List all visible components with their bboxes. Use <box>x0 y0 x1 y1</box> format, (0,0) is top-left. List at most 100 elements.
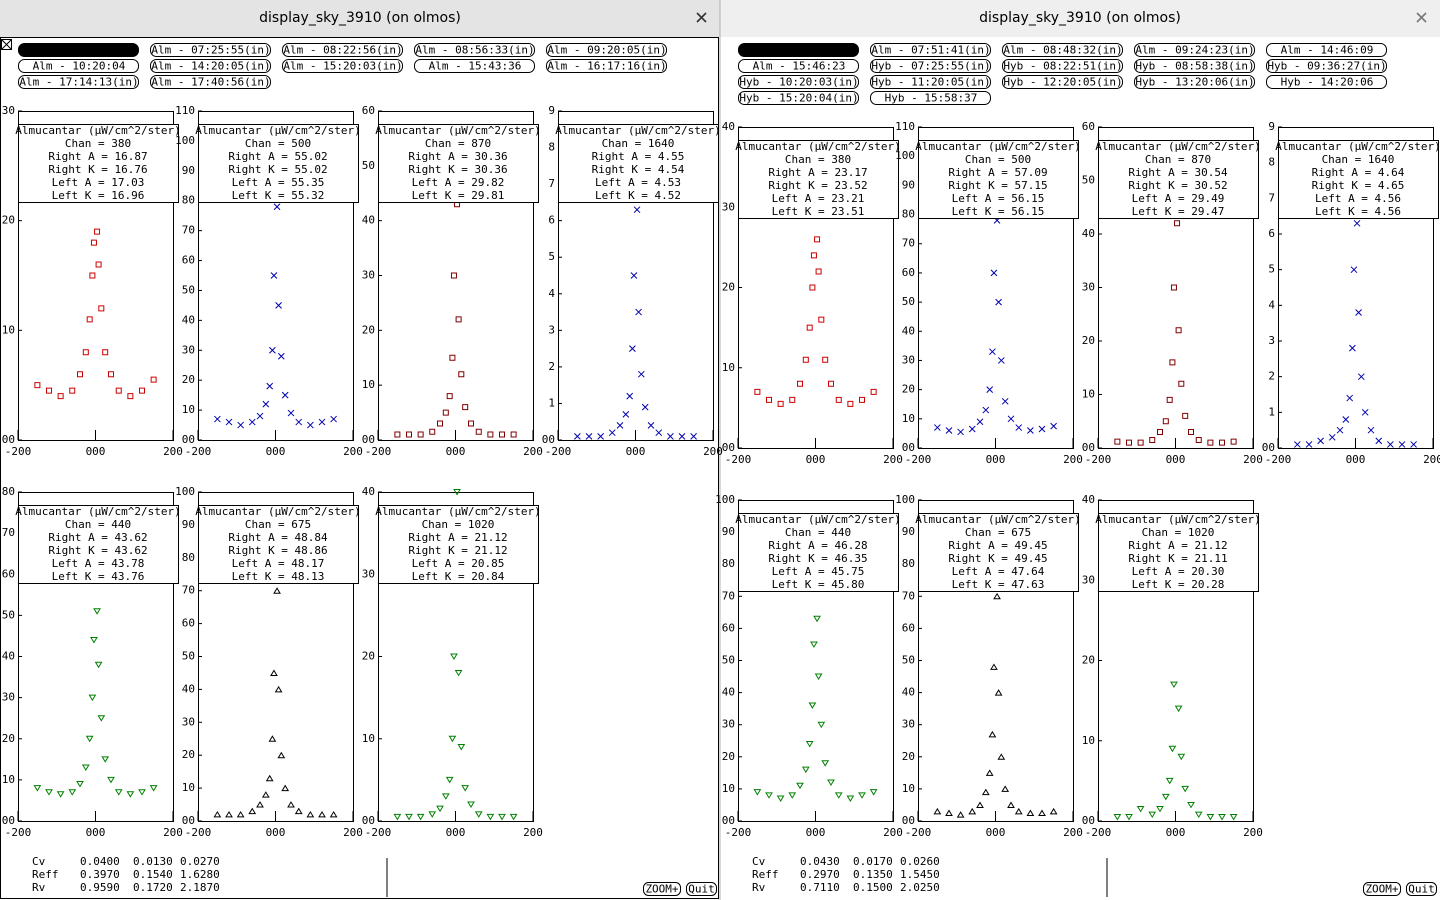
time-button-label[interactable]: Alm - 08:48:32(in) <box>1003 44 1122 57</box>
time-button-label[interactable]: Alm - 10:20:04 <box>33 60 126 73</box>
time-button-label[interactable]: Alm - 07:51:41(in) <box>871 44 990 57</box>
time-button-label[interactable]: Hyb - 13:20:06(in) <box>1135 76 1254 89</box>
time-button-label[interactable]: Alm - 07:00:52(in) <box>739 44 858 57</box>
y-tick-label: 60 <box>722 621 735 634</box>
time-button-label[interactable]: Alm - 14:20:05(in) <box>151 60 270 73</box>
data-point <box>796 782 804 790</box>
data-point <box>93 608 101 615</box>
time-button[interactable] <box>1002 59 1123 73</box>
data-point <box>827 779 835 786</box>
y-tick-label: 6 <box>1268 227 1275 240</box>
time-button[interactable] <box>870 59 991 73</box>
data-point <box>655 429 663 437</box>
time-button[interactable] <box>1266 75 1387 89</box>
time-button[interactable] <box>414 59 535 73</box>
time-button-label[interactable]: Hyb - 10:20:03(in) <box>739 76 858 89</box>
control-button-label[interactable]: Quit <box>688 883 715 896</box>
x-tick-label: 200 <box>163 445 183 458</box>
time-button[interactable] <box>150 59 271 73</box>
time-button[interactable] <box>150 75 271 89</box>
time-button[interactable] <box>282 59 403 73</box>
control-button-label[interactable]: ZOOM+ <box>1365 883 1398 896</box>
data-point <box>1026 809 1035 816</box>
time-button[interactable] <box>18 43 139 57</box>
time-button[interactable] <box>1134 59 1255 73</box>
time-button[interactable] <box>150 43 271 57</box>
data-point <box>1207 439 1214 446</box>
data-point <box>995 298 1002 306</box>
time-button-label[interactable]: Alm - 09:20:05(in) <box>547 44 666 57</box>
time-button[interactable] <box>546 59 667 73</box>
data-point <box>1188 428 1194 435</box>
data-point <box>1038 809 1046 816</box>
time-button[interactable] <box>1266 59 1387 73</box>
time-button[interactable] <box>18 59 139 73</box>
time-button-label[interactable]: Hyb - 08:22:51(in) <box>1003 60 1122 73</box>
time-button[interactable] <box>738 91 859 105</box>
y-tick-label: 10 <box>362 378 375 391</box>
control-button[interactable] <box>643 882 681 896</box>
info-box <box>738 513 899 592</box>
time-button-label[interactable]: Alm - 08:22:56(in) <box>283 44 402 57</box>
info-stat: Left A = 55.35 <box>232 176 325 189</box>
info-stat: Chan = 500 <box>965 153 1031 166</box>
time-button[interactable] <box>870 75 991 89</box>
time-button[interactable] <box>414 43 535 57</box>
time-button-label[interactable]: Hyb - 15:20:04(in) <box>739 92 858 105</box>
time-button-label[interactable]: Alm - 07:25:55(in) <box>151 44 270 57</box>
x-tick-label: 200 <box>1063 453 1083 466</box>
info-stat: Right K = 48.86 <box>228 544 327 557</box>
data-point <box>33 785 42 792</box>
time-button[interactable] <box>282 43 403 57</box>
data-point <box>934 424 941 431</box>
time-button-label[interactable]: Alm - 16:17:16(in) <box>547 60 666 73</box>
time-button-label[interactable]: Alm - 15:20:03(in) <box>283 60 402 73</box>
control-button[interactable] <box>1363 882 1401 896</box>
time-button[interactable] <box>738 43 859 57</box>
time-button[interactable] <box>1002 43 1123 57</box>
time-button-label[interactable]: Alm - 06:59:09(in) <box>19 44 138 57</box>
data-point <box>994 689 1003 696</box>
control-button-label[interactable]: Quit <box>1408 883 1435 896</box>
time-button-label[interactable]: Alm - 15:46:23 <box>753 60 846 73</box>
time-button-label[interactable]: Hyb - 11:20:05(in) <box>871 76 990 89</box>
data-point <box>416 813 425 821</box>
control-button[interactable] <box>686 882 717 896</box>
time-button[interactable] <box>1134 43 1255 57</box>
data-point <box>126 791 135 798</box>
time-button[interactable] <box>738 75 859 89</box>
time-button[interactable] <box>18 75 139 89</box>
close-button[interactable] <box>696 12 707 23</box>
data-point <box>957 428 964 436</box>
time-button-label[interactable]: Alm - 14:46:09 <box>1281 44 1374 57</box>
time-button-label[interactable]: Alm - 17:40:56(in) <box>151 76 270 89</box>
control-button-label[interactable]: ZOOM+ <box>645 883 678 896</box>
time-button-label[interactable]: Alm - 17:14:13(in) <box>19 76 138 89</box>
time-button-label[interactable]: Alm - 09:24:23(in) <box>1135 44 1254 57</box>
y-tick-label: 30 <box>2 104 15 117</box>
y-tick-label: 00 <box>722 814 735 827</box>
time-button-label[interactable]: Hyb - 15:58:37 <box>885 92 978 105</box>
data-point <box>1219 439 1225 446</box>
time-button-label[interactable]: Alm - 15:43:36 <box>429 60 522 73</box>
time-button-label[interactable]: Hyb - 07:25:55(in) <box>871 60 990 73</box>
time-button[interactable] <box>1266 43 1387 57</box>
y-tick-label: 80 <box>902 208 915 221</box>
time-button-label[interactable]: Alm - 08:56:33(in) <box>415 44 534 57</box>
time-button[interactable] <box>738 59 859 73</box>
time-button[interactable] <box>870 91 991 105</box>
time-button-label[interactable]: Hyb - 09:36:27(in) <box>1267 60 1386 73</box>
time-button-label[interactable]: Hyb - 14:20:06 <box>1281 76 1374 89</box>
time-button-label[interactable]: Hyb - 12:20:05(in) <box>1003 76 1122 89</box>
time-button-label[interactable]: Hyb - 08:58:38(in) <box>1135 60 1254 73</box>
time-button[interactable] <box>1134 75 1255 89</box>
info-stat: Left A = 29.82 <box>412 176 505 189</box>
control-button[interactable] <box>1406 882 1437 896</box>
data-point <box>817 721 826 729</box>
time-button[interactable] <box>546 43 667 57</box>
data-point <box>77 371 83 378</box>
close-button[interactable] <box>1416 12 1427 23</box>
time-button[interactable] <box>1002 75 1123 89</box>
time-button[interactable] <box>870 43 991 57</box>
data-point <box>138 789 146 796</box>
